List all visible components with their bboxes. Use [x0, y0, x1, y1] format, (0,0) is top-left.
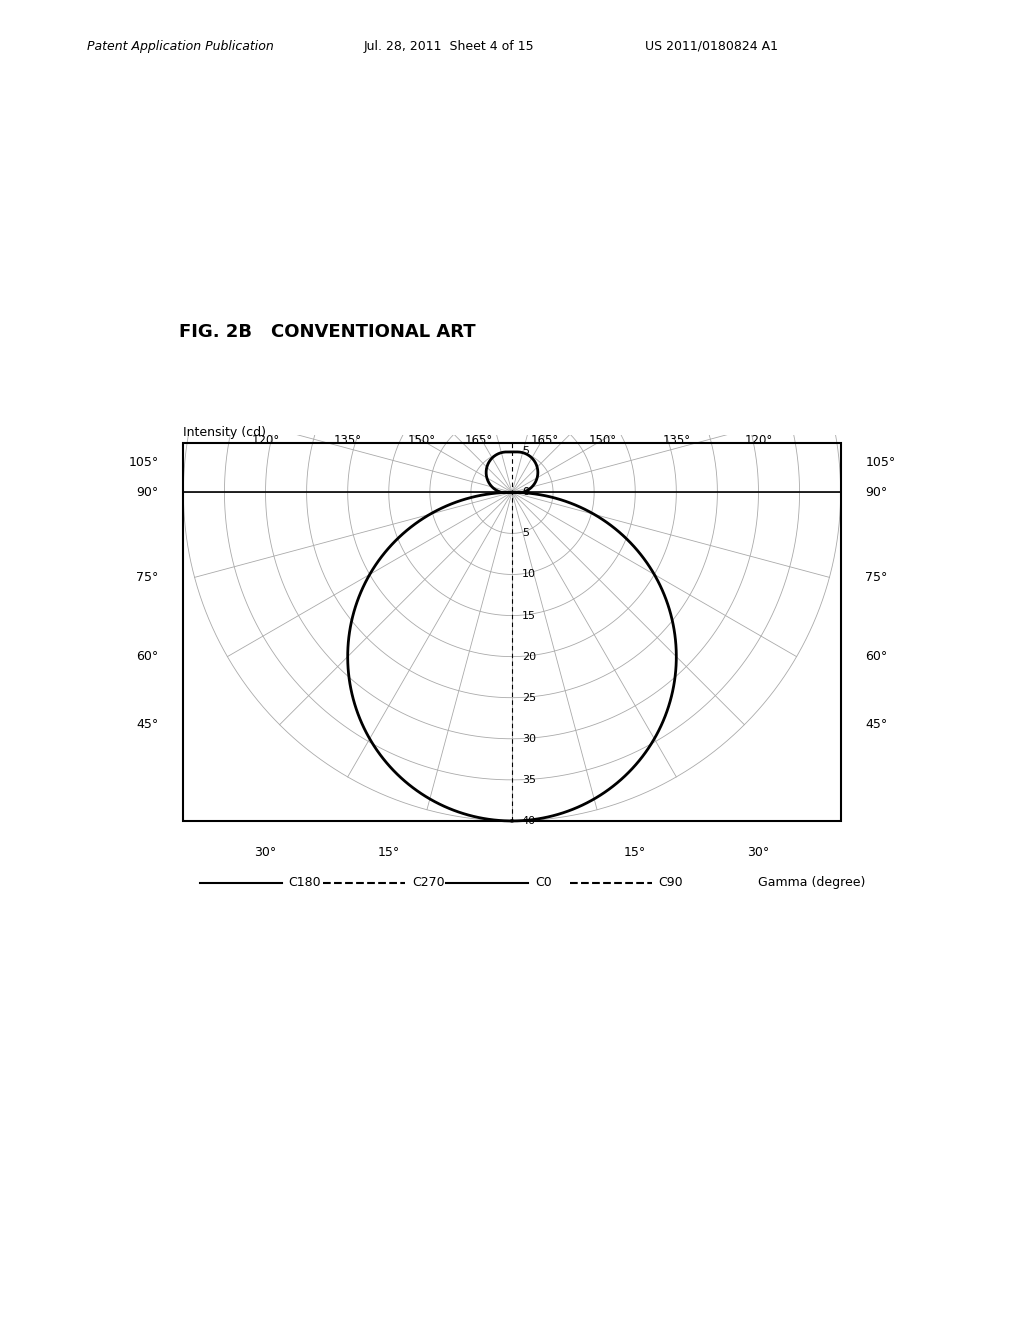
Text: 30°: 30° — [748, 846, 770, 858]
Text: 40: 40 — [522, 816, 536, 826]
Text: Gamma (degree): Gamma (degree) — [759, 876, 866, 890]
Text: 90°: 90° — [865, 486, 888, 499]
Text: Intensity (cd): Intensity (cd) — [183, 426, 266, 440]
Text: 30°: 30° — [254, 846, 276, 858]
Text: 5: 5 — [522, 528, 528, 539]
Text: 75°: 75° — [136, 570, 159, 583]
Text: 120°: 120° — [252, 434, 280, 447]
Text: CONVENTIONAL ART: CONVENTIONAL ART — [271, 323, 476, 342]
Text: 30: 30 — [522, 734, 536, 743]
Text: 105°: 105° — [128, 455, 159, 469]
Text: 105°: 105° — [865, 455, 896, 469]
Text: 35: 35 — [522, 775, 536, 785]
Text: 45°: 45° — [136, 718, 159, 731]
Text: 135°: 135° — [334, 434, 361, 447]
Text: 75°: 75° — [865, 570, 888, 583]
Text: 15: 15 — [522, 611, 536, 620]
Text: C270: C270 — [412, 876, 444, 890]
Text: 45°: 45° — [865, 718, 888, 731]
Text: 0: 0 — [522, 487, 528, 498]
Text: C0: C0 — [535, 876, 552, 890]
Text: 5: 5 — [522, 446, 528, 457]
Text: 10: 10 — [522, 569, 536, 579]
Text: 165°: 165° — [530, 434, 559, 447]
Text: 20: 20 — [522, 652, 536, 661]
Text: 15°: 15° — [624, 846, 646, 858]
Text: Patent Application Publication: Patent Application Publication — [87, 40, 273, 53]
Text: 15°: 15° — [378, 846, 400, 858]
Text: 165°: 165° — [465, 434, 494, 447]
Text: 135°: 135° — [663, 434, 690, 447]
Text: FIG. 2B: FIG. 2B — [179, 323, 252, 342]
Text: 60°: 60° — [136, 651, 159, 663]
Text: 150°: 150° — [408, 434, 435, 447]
Text: 120°: 120° — [744, 434, 772, 447]
Text: 90°: 90° — [136, 486, 159, 499]
Text: 60°: 60° — [865, 651, 888, 663]
Text: C180: C180 — [289, 876, 322, 890]
Text: 25: 25 — [522, 693, 536, 702]
Text: 150°: 150° — [589, 434, 616, 447]
Text: Jul. 28, 2011  Sheet 4 of 15: Jul. 28, 2011 Sheet 4 of 15 — [364, 40, 535, 53]
Text: US 2011/0180824 A1: US 2011/0180824 A1 — [645, 40, 778, 53]
Text: C90: C90 — [658, 876, 683, 890]
